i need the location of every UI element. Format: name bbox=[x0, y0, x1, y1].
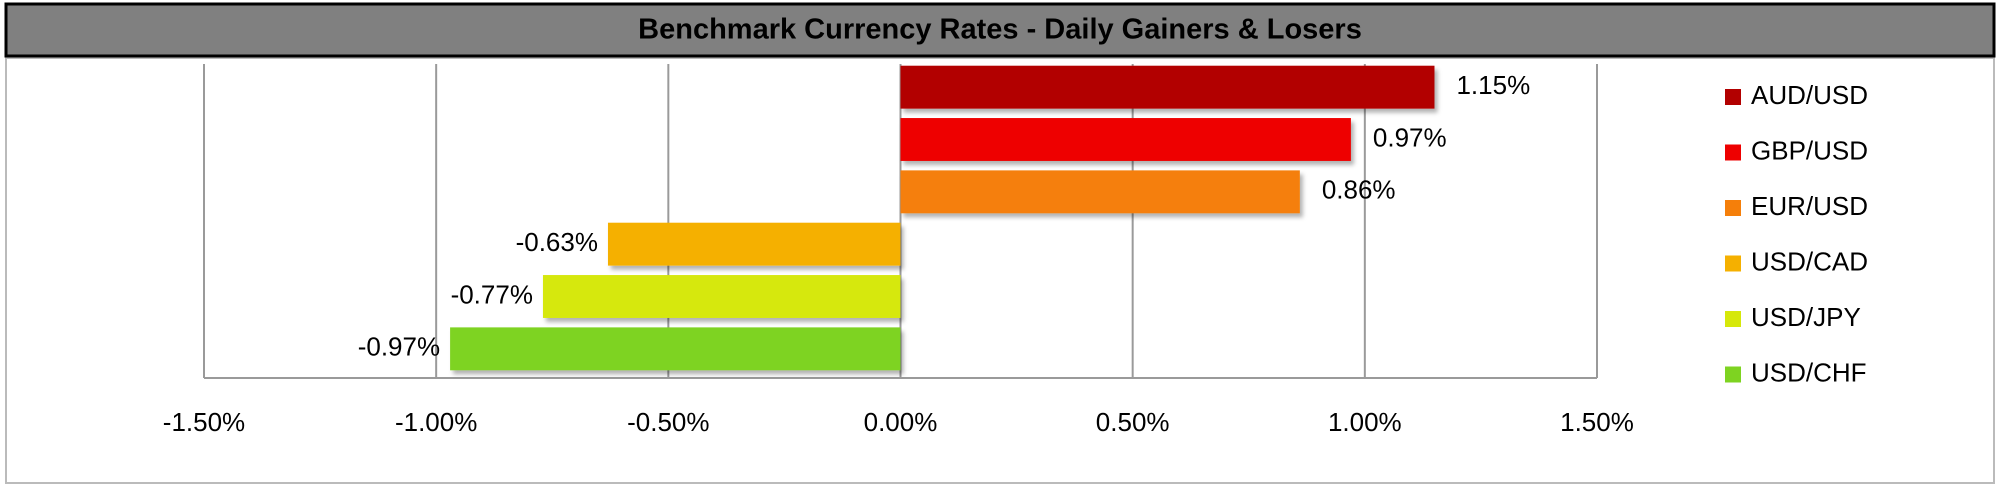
chart-title: Benchmark Currency Rates - Daily Gainers… bbox=[638, 14, 1362, 46]
x-tick-label: -1.00% bbox=[395, 407, 477, 437]
data-label: 1.15% bbox=[1456, 70, 1530, 100]
legend-label: EUR/USD bbox=[1751, 191, 1868, 221]
data-label: 0.97% bbox=[1373, 122, 1447, 152]
x-tick-label: 1.50% bbox=[1560, 407, 1634, 437]
legend-label: AUD/USD bbox=[1751, 80, 1868, 110]
bar bbox=[542, 275, 901, 318]
bar bbox=[450, 327, 901, 371]
bar bbox=[900, 118, 1351, 161]
x-tick-label: 1.00% bbox=[1328, 407, 1402, 437]
x-tick-label: -0.50% bbox=[627, 407, 709, 437]
x-tick-label: 0.00% bbox=[864, 407, 938, 437]
legend-label: GBP/USD bbox=[1751, 135, 1868, 165]
data-label: -0.97% bbox=[358, 332, 440, 362]
legend-swatch bbox=[1725, 89, 1741, 105]
x-tick-label: 0.50% bbox=[1096, 407, 1170, 437]
legend-label: USD/JPY bbox=[1751, 302, 1861, 332]
title-bar bbox=[4, 2, 1996, 58]
data-label: -0.77% bbox=[451, 279, 533, 309]
legend-label: USD/CHF bbox=[1751, 357, 1867, 387]
bar bbox=[900, 65, 1435, 109]
data-label: -0.63% bbox=[516, 227, 598, 257]
legend-swatch bbox=[1725, 311, 1741, 327]
legend-swatch bbox=[1725, 144, 1741, 161]
legend-label: USD/CAD bbox=[1751, 246, 1868, 276]
x-tick-label: -1.50% bbox=[163, 407, 245, 437]
bar bbox=[900, 170, 1300, 214]
legend-swatch bbox=[1725, 200, 1741, 216]
data-label: 0.86% bbox=[1322, 175, 1396, 205]
legend-swatch bbox=[1725, 255, 1741, 272]
bar bbox=[607, 222, 901, 266]
legend-swatch bbox=[1725, 366, 1741, 383]
